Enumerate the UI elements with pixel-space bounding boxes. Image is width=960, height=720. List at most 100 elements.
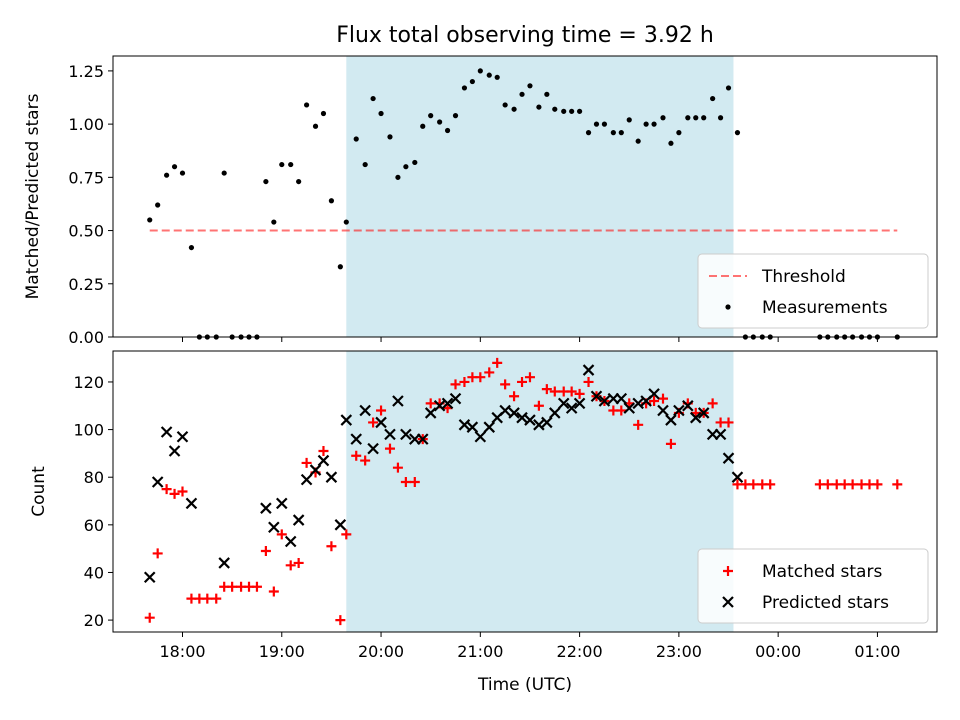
measurement-point bbox=[147, 217, 153, 223]
matched-point bbox=[376, 405, 387, 416]
y-tick-label: 60 bbox=[84, 516, 104, 535]
measurement-point bbox=[271, 219, 277, 225]
measurement-point bbox=[164, 172, 170, 178]
x-tick-label: 23:00 bbox=[656, 642, 702, 661]
predicted-point bbox=[268, 521, 280, 533]
measurement-point bbox=[577, 108, 583, 114]
predicted-point bbox=[151, 476, 164, 488]
predicted-point bbox=[340, 414, 353, 426]
measurement-point bbox=[626, 117, 632, 123]
matched-point bbox=[211, 593, 222, 604]
predicted-point bbox=[260, 502, 272, 514]
matched-point bbox=[872, 479, 883, 490]
measurement-point bbox=[477, 68, 483, 74]
matched-point bbox=[285, 560, 296, 571]
matched-point bbox=[484, 367, 495, 378]
measurement-point bbox=[502, 102, 508, 108]
predicted-point bbox=[334, 519, 347, 531]
predicted-point bbox=[673, 404, 685, 417]
matched-point bbox=[341, 529, 352, 540]
measurement-point bbox=[312, 123, 319, 129]
matched-point bbox=[475, 372, 486, 383]
y-tick-label: 100 bbox=[73, 421, 104, 440]
x-tick-label: 00:00 bbox=[755, 642, 801, 661]
matched-point bbox=[583, 376, 594, 387]
measurement-point bbox=[171, 164, 178, 170]
count-panel: 20 40 60 80 100 120 18:00 19:00 20:00 21:00 22:00 2… bbox=[29, 350, 938, 661]
predicted-point bbox=[176, 430, 189, 443]
predicted-point bbox=[466, 421, 479, 433]
predicted-point bbox=[350, 433, 363, 445]
measurement-point bbox=[395, 174, 401, 180]
matched-point bbox=[251, 581, 262, 592]
matched-point bbox=[649, 396, 660, 407]
predicted-point bbox=[573, 397, 586, 410]
matched-point bbox=[409, 476, 420, 487]
predicted-point bbox=[441, 397, 454, 410]
predicted-point bbox=[665, 414, 677, 426]
predicted-point bbox=[300, 473, 313, 486]
measurement-point bbox=[717, 115, 724, 121]
y-axis-label: Matched/Predicted stars bbox=[23, 93, 43, 299]
predicted-point bbox=[582, 364, 595, 376]
predicted-point bbox=[524, 414, 536, 426]
measurement-point bbox=[610, 130, 616, 136]
matched-point bbox=[144, 612, 155, 623]
series-matched-stars bbox=[144, 357, 903, 626]
matched-point bbox=[707, 398, 718, 409]
measurement-point bbox=[494, 74, 500, 80]
measurement-point bbox=[378, 110, 384, 117]
matched-point bbox=[524, 372, 535, 383]
predicted-point bbox=[185, 497, 198, 510]
legend-box bbox=[697, 253, 929, 329]
predicted-point bbox=[218, 557, 230, 569]
matched-point bbox=[723, 417, 734, 428]
predicted-point bbox=[623, 402, 636, 414]
legend-label: Measurements bbox=[762, 298, 888, 318]
measurement-point bbox=[635, 138, 641, 144]
y-axis-label: Count bbox=[29, 466, 49, 517]
measurement-point bbox=[660, 115, 666, 121]
measurement-point bbox=[179, 170, 186, 176]
predicted-point bbox=[325, 471, 338, 483]
predicted-point bbox=[682, 399, 694, 412]
measurement-point bbox=[337, 264, 343, 270]
predicted-point bbox=[474, 430, 487, 443]
chart-title: Flux total observing time = 3.92 h bbox=[336, 23, 714, 48]
measurement-point bbox=[370, 95, 376, 102]
measurement-point bbox=[437, 119, 443, 125]
predicted-point bbox=[275, 497, 288, 510]
measurement-point bbox=[734, 130, 741, 136]
matched-point bbox=[326, 541, 337, 552]
predicted-point bbox=[143, 571, 156, 584]
matched-point bbox=[459, 376, 470, 387]
measurement-point bbox=[188, 244, 195, 251]
series-measurements bbox=[147, 68, 900, 340]
matched-point bbox=[549, 386, 560, 397]
measurement-point bbox=[569, 108, 575, 114]
measurement-point bbox=[412, 159, 418, 166]
y-tick-label: 80 bbox=[84, 468, 104, 487]
matched-point bbox=[450, 379, 461, 390]
matched-point bbox=[276, 529, 287, 540]
series-predicted-stars bbox=[143, 364, 744, 584]
matched-point bbox=[351, 450, 362, 461]
matched-point bbox=[400, 476, 411, 487]
predicted-point bbox=[657, 404, 669, 417]
measurement-point bbox=[725, 85, 732, 91]
matched-point bbox=[892, 479, 903, 490]
measurement-point bbox=[469, 78, 475, 85]
predicted-point bbox=[590, 390, 603, 403]
matched-point bbox=[161, 484, 172, 495]
measurement-point bbox=[668, 140, 674, 146]
legend-label: Predicted stars bbox=[762, 593, 889, 613]
measurement-point bbox=[296, 178, 302, 185]
measurement-point bbox=[221, 170, 227, 176]
axes-frame bbox=[112, 350, 938, 633]
measurement-point bbox=[536, 104, 542, 110]
predicted-point bbox=[168, 445, 181, 457]
predicted-point bbox=[416, 433, 429, 445]
matched-point bbox=[318, 446, 329, 457]
predicted-point bbox=[615, 392, 628, 405]
matched-point bbox=[765, 479, 776, 490]
